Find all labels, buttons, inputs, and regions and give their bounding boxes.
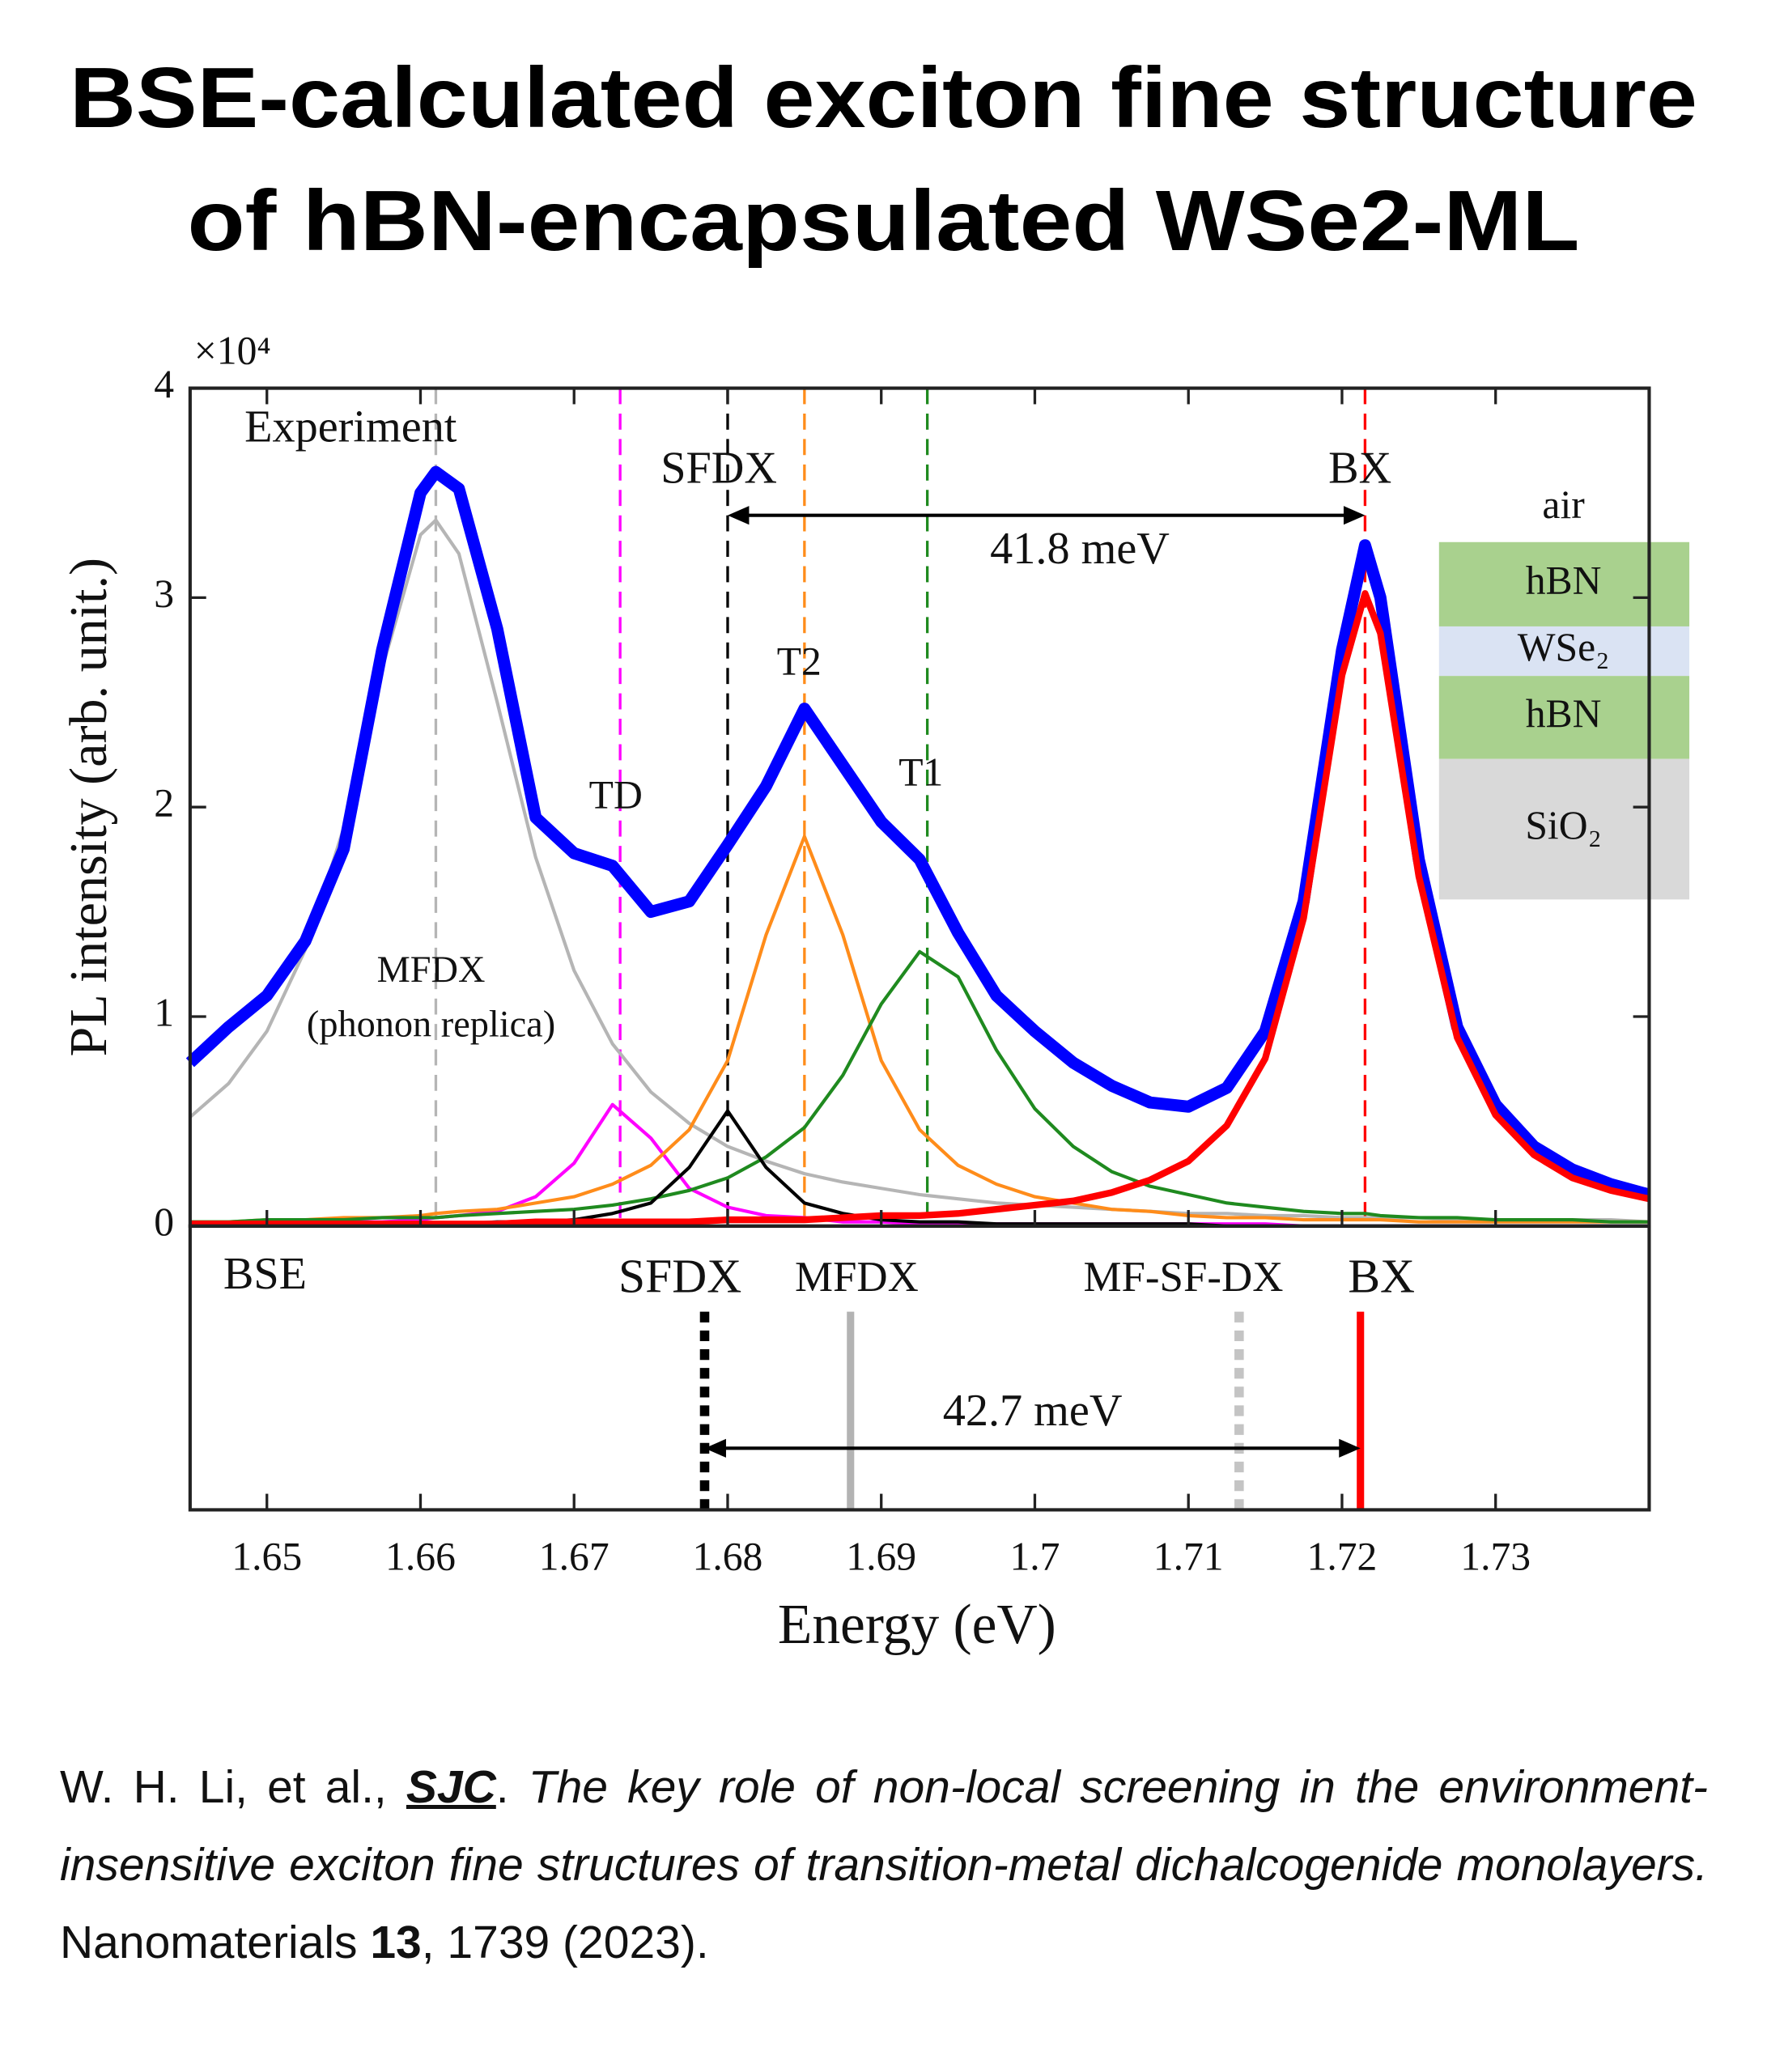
series-label: MFDX <box>377 949 486 991</box>
stem-label: MFDX <box>795 1254 919 1301</box>
x-tick-label: 1.68 <box>693 1535 763 1579</box>
series-label: TD <box>589 773 643 817</box>
series-line <box>189 590 1650 1228</box>
arrow-head <box>727 506 750 525</box>
layer-label: hBN <box>1526 691 1602 736</box>
annotation: (phonon replica) <box>307 1004 555 1046</box>
y-tick-label: 4 <box>154 362 174 406</box>
annotation: 42.7 meV <box>943 1386 1123 1436</box>
stem-label: BX <box>1348 1249 1415 1302</box>
y-tick-label: 2 <box>154 781 174 826</box>
series-label: T1 <box>898 750 943 795</box>
citation: W. H. Li, et al., SJC. The key role of n… <box>60 1748 1708 1981</box>
x-tick-label: 1.67 <box>539 1535 610 1579</box>
y-multiplier: ×10⁴ <box>194 329 271 373</box>
x-tick-label: 1.66 <box>385 1535 456 1579</box>
stem-label: MF-SF-DX <box>1083 1254 1283 1301</box>
x-tick-label: 1.69 <box>846 1535 916 1579</box>
arrow-head <box>1343 506 1366 525</box>
series-line <box>189 834 1650 1224</box>
axes-frame <box>188 1224 1651 1512</box>
y-tick-label: 0 <box>154 1199 174 1244</box>
citation-part: . <box>495 1761 529 1813</box>
layer-label: SiO₂ <box>1525 803 1602 847</box>
citation-part: The key role of non-local screening in t… <box>60 1761 1708 1891</box>
series-label: BX <box>1328 444 1391 494</box>
title-line: of hBN-encapsulated WSe2-ML <box>188 173 1580 269</box>
y-tick-label: 3 <box>154 571 174 616</box>
citation-part: W. H. Li, et al., <box>60 1761 406 1813</box>
y-tick-label: 1 <box>154 990 174 1034</box>
series-line <box>185 465 1651 1201</box>
y-axis-label: PL intensity (arb. unit.) <box>59 558 118 1056</box>
annotation: 41.8 meV <box>990 524 1170 574</box>
x-axis-label: Energy (eV) <box>778 1594 1056 1656</box>
arrow-head <box>704 1438 726 1458</box>
stem-label: SFDX <box>618 1249 741 1302</box>
citation-part: , 1739 (2023). <box>421 1917 709 1968</box>
panel-label: BSE <box>223 1249 307 1299</box>
series-line <box>189 949 1650 1224</box>
x-tick-label: 1.72 <box>1307 1535 1378 1579</box>
layer-label: WSe₂ <box>1518 625 1610 669</box>
series-line <box>189 1102 1650 1228</box>
x-tick-label: 1.7 <box>1009 1535 1060 1579</box>
citation-part: Nanomaterials <box>60 1917 371 1968</box>
arrow-head <box>1339 1438 1361 1458</box>
series-label: Experiment <box>244 401 457 452</box>
series-label: SFDX <box>661 444 777 494</box>
inset-label: air <box>1542 482 1585 527</box>
x-tick-label: 1.73 <box>1460 1535 1531 1579</box>
citation-part: SJC <box>406 1761 496 1813</box>
layer-label: hBN <box>1526 558 1602 602</box>
x-tick-label: 1.65 <box>231 1535 302 1579</box>
title-line: BSE-calculated exciton fine structure <box>70 50 1697 146</box>
citation-part: 13 <box>370 1917 422 1968</box>
series-label: T2 <box>777 639 822 683</box>
x-tick-label: 1.71 <box>1153 1535 1224 1579</box>
